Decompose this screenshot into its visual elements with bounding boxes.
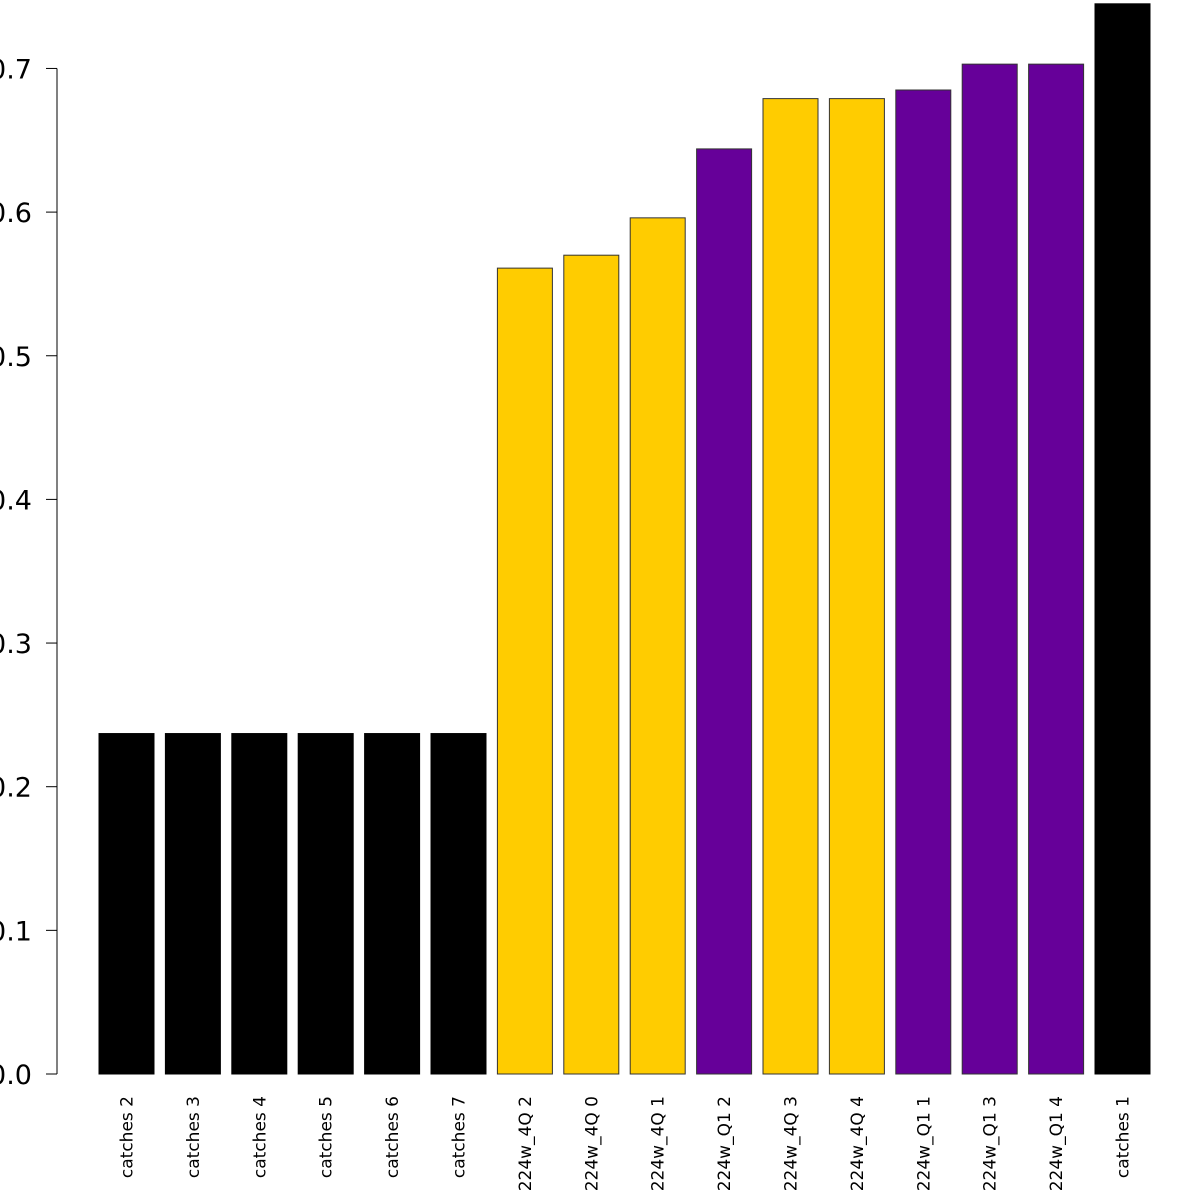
y-tick-label-7: 0.7 <box>0 54 32 85</box>
x-tick-label-5: catches 7 <box>450 1096 470 1178</box>
x-tick-label-10: 224w_4Q 3 <box>782 1096 802 1191</box>
y-axis: 0.0 0.1 0.2 0.3 0.4 0.5 0.6 0.7 <box>0 54 58 1091</box>
bar-15 <box>1094 3 1151 1075</box>
bars <box>98 3 1151 1075</box>
bar-6 <box>496 267 553 1075</box>
x-tick-label-2: catches 4 <box>250 1096 270 1178</box>
x-tick-label-13: 224w_Q1 3 <box>981 1096 1001 1191</box>
x-tick-label-7: 224w_4Q 0 <box>582 1096 602 1191</box>
x-tick-label-8: 224w_4Q 1 <box>649 1096 669 1191</box>
bar-14 <box>1028 63 1085 1075</box>
bar-10 <box>762 98 819 1075</box>
bar-8 <box>629 217 686 1075</box>
bar-0 <box>98 733 155 1075</box>
y-tick-label-1: 0.1 <box>0 916 32 947</box>
x-axis-labels: catches 2 catches 3 catches 4 catches 5 catc… <box>118 1096 1134 1191</box>
x-tick-label-14: 224w_Q1 4 <box>1047 1096 1067 1191</box>
x-tick-label-4: catches 6 <box>383 1096 403 1178</box>
bar-5 <box>430 733 487 1075</box>
x-tick-label-15: catches 1 <box>1114 1096 1134 1178</box>
y-tick-label-2: 0.2 <box>0 773 32 804</box>
bar-3 <box>297 733 354 1075</box>
bar-7 <box>563 254 620 1075</box>
y-tick-label-4: 0.4 <box>0 485 32 516</box>
x-tick-label-1: catches 3 <box>184 1096 204 1178</box>
bar-11 <box>828 98 885 1075</box>
x-tick-label-9: 224w_Q1 2 <box>715 1096 735 1191</box>
y-tick-label-3: 0.3 <box>0 629 32 660</box>
x-tick-label-6: 224w_4Q 2 <box>516 1096 536 1191</box>
x-tick-label-11: 224w_4Q 4 <box>848 1096 868 1191</box>
bar-4 <box>364 733 421 1075</box>
x-tick-label-12: 224w_Q1 1 <box>914 1096 934 1191</box>
bar-12 <box>895 89 952 1075</box>
y-tick-label-6: 0.6 <box>0 198 32 229</box>
bar-1 <box>164 733 221 1075</box>
x-tick-label-3: catches 5 <box>317 1096 337 1178</box>
bar-9 <box>696 148 753 1075</box>
x-tick-label-0: catches 2 <box>118 1096 138 1178</box>
y-tick-label-5: 0.5 <box>0 342 32 373</box>
bar-13 <box>961 63 1018 1075</box>
y-tick-label-0: 0.0 <box>0 1060 32 1091</box>
bar-2 <box>231 733 288 1075</box>
